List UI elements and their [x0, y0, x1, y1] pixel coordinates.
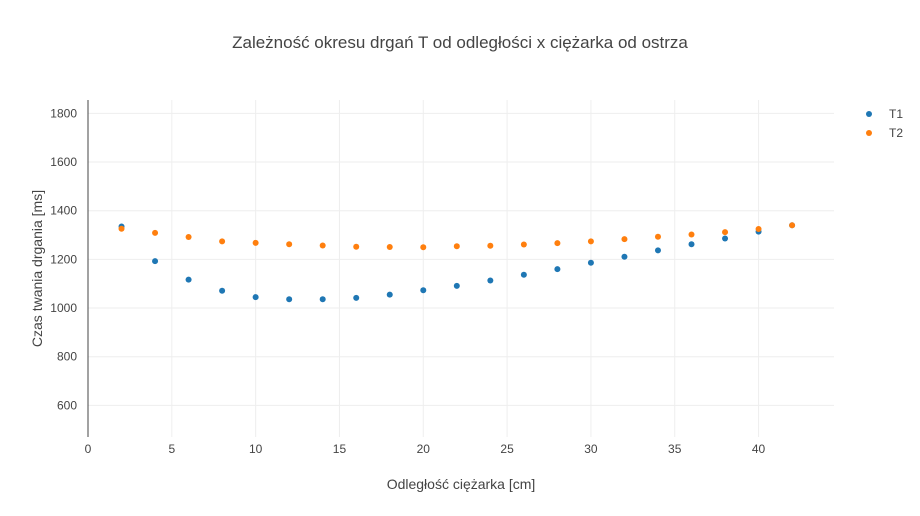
data-points	[118, 222, 796, 303]
x-tick-label: 20	[417, 442, 431, 456]
data-point-t1	[453, 282, 460, 289]
data-point-t2	[654, 233, 661, 240]
legend-label-t1[interactable]: T1	[889, 107, 903, 121]
data-point-t1	[286, 296, 293, 303]
data-point-t1	[420, 287, 427, 294]
x-tick-label: 5	[168, 442, 175, 456]
data-point-t2	[554, 240, 561, 247]
x-tick-label: 35	[668, 442, 682, 456]
x-tick-label: 25	[500, 442, 514, 456]
data-point-t2	[755, 225, 762, 232]
data-point-t1	[587, 259, 594, 266]
data-point-t2	[487, 242, 494, 249]
legend-marker-t2	[866, 130, 872, 136]
data-point-t2	[118, 225, 125, 232]
x-tick-label: 15	[333, 442, 347, 456]
x-tick-label: 10	[249, 442, 263, 456]
x-tick-label: 40	[752, 442, 766, 456]
x-axis-ticks: 0 5 10 15 20 25 30 35 40	[85, 442, 766, 456]
data-point-t1	[487, 277, 494, 284]
grid-lines	[88, 100, 834, 437]
y-tick-label: 800	[57, 350, 77, 364]
data-point-t1	[654, 247, 661, 254]
y-tick-label: 600	[57, 398, 77, 412]
y-tick-label: 1800	[50, 106, 77, 120]
data-point-t2	[789, 222, 796, 229]
chart-title: Zależność okresu drgań T od odległości x…	[232, 33, 688, 52]
data-point-t2	[386, 243, 393, 250]
data-point-t2	[722, 229, 729, 236]
data-point-t1	[152, 258, 159, 265]
data-point-t1	[219, 287, 226, 294]
data-point-t2	[688, 231, 695, 238]
data-point-t1	[621, 253, 628, 260]
x-axis-title: Odległość ciężarka [cm]	[387, 476, 536, 492]
data-point-t2	[587, 238, 594, 245]
x-tick-label: 0	[85, 442, 92, 456]
y-tick-label: 1400	[50, 204, 77, 218]
data-point-t2	[453, 243, 460, 250]
y-axis-ticks: 600 800 1000 1200 1400 1600 1800	[50, 106, 77, 412]
data-point-t2	[185, 233, 192, 240]
data-point-t2	[286, 241, 293, 248]
data-point-t1	[353, 294, 360, 301]
data-point-t1	[520, 271, 527, 278]
y-tick-label: 1000	[50, 301, 77, 315]
y-tick-label: 1200	[50, 252, 77, 266]
data-point-t1	[185, 276, 192, 283]
legend-label-t2[interactable]: T2	[889, 126, 903, 140]
data-point-t2	[621, 236, 628, 243]
data-point-t1	[319, 296, 326, 303]
data-point-t1	[722, 235, 729, 242]
data-point-t2	[219, 238, 226, 245]
data-point-t1	[688, 241, 695, 248]
data-point-t1	[386, 291, 393, 298]
data-point-t2	[319, 242, 326, 249]
legend-marker-t1	[866, 111, 872, 117]
y-axis-title: Czas twania drgania [ms]	[29, 190, 45, 347]
data-point-t1	[554, 266, 561, 273]
x-tick-label: 30	[584, 442, 598, 456]
data-point-t2	[520, 241, 527, 248]
data-point-t2	[152, 229, 159, 236]
data-point-t2	[420, 244, 427, 251]
data-point-t2	[252, 239, 259, 246]
y-tick-label: 1600	[50, 155, 77, 169]
data-point-t2	[353, 243, 360, 250]
data-point-t1	[252, 294, 259, 301]
